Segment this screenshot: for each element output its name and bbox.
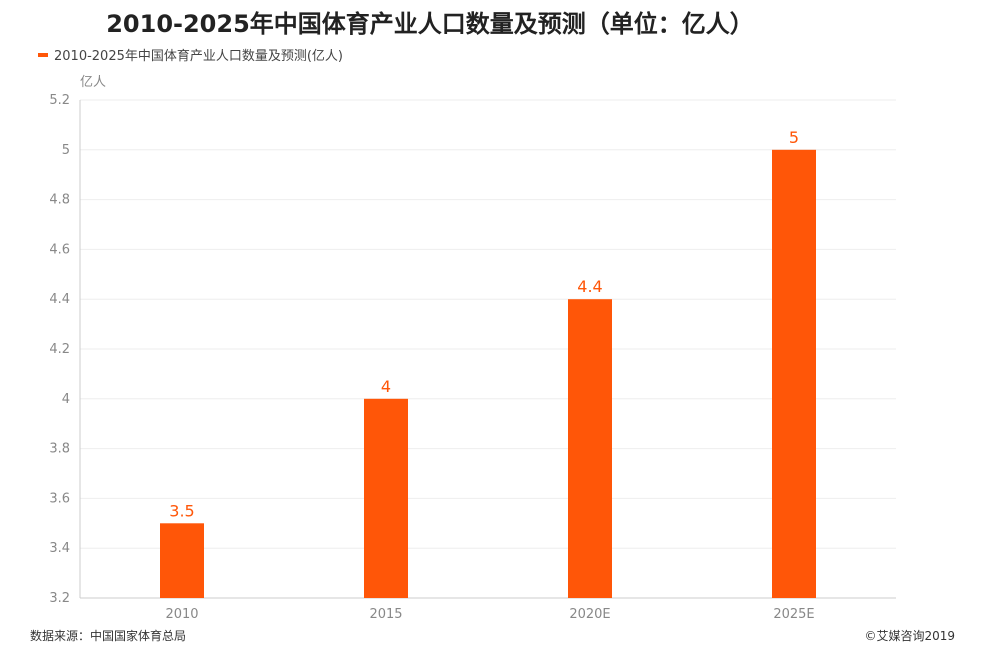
y-tick-label: 4.8 [49, 193, 70, 208]
y-axis-unit: 亿人 [80, 75, 106, 90]
y-tick-label: 3.2 [49, 591, 70, 606]
y-tick-label: 5 [62, 143, 70, 158]
x-tick-label: 2025E [773, 607, 814, 622]
bar [772, 149, 816, 599]
chart-title: 2010-2025年中国体育产业人口数量及预测（单位：亿人） [106, 10, 754, 38]
source-note: 数据来源：中国国家体育总局 [30, 629, 187, 643]
y-tick-label: 5.2 [49, 93, 70, 108]
y-tick-label: 4.2 [49, 342, 70, 357]
y-tick-label: 3.6 [49, 491, 70, 506]
data-label: 5 [789, 128, 799, 147]
legend: 2010-2025年中国体育产业人口数量及预测(亿人) [38, 45, 343, 64]
y-tick-label: 3.4 [49, 541, 70, 556]
y-tick-label: 4.6 [49, 242, 70, 257]
data-label: 4 [381, 377, 391, 396]
y-tick-label: 4 [62, 392, 70, 407]
x-tick-label: 2010 [165, 607, 198, 622]
bar [568, 299, 612, 598]
copyright: ©艾媒咨询2019 [864, 629, 955, 643]
x-tick-label: 2020E [569, 607, 610, 622]
x-tick-label: 2015 [369, 607, 402, 622]
y-tick-label: 3.8 [49, 442, 70, 457]
legend-swatch [38, 52, 48, 57]
data-label: 3.5 [169, 501, 194, 520]
y-tick-label: 4.4 [49, 292, 70, 307]
legend-label: 2010-2025年中国体育产业人口数量及预测(亿人) [54, 49, 344, 64]
bar [160, 523, 204, 598]
bar [364, 398, 408, 598]
data-label: 4.4 [577, 277, 602, 296]
